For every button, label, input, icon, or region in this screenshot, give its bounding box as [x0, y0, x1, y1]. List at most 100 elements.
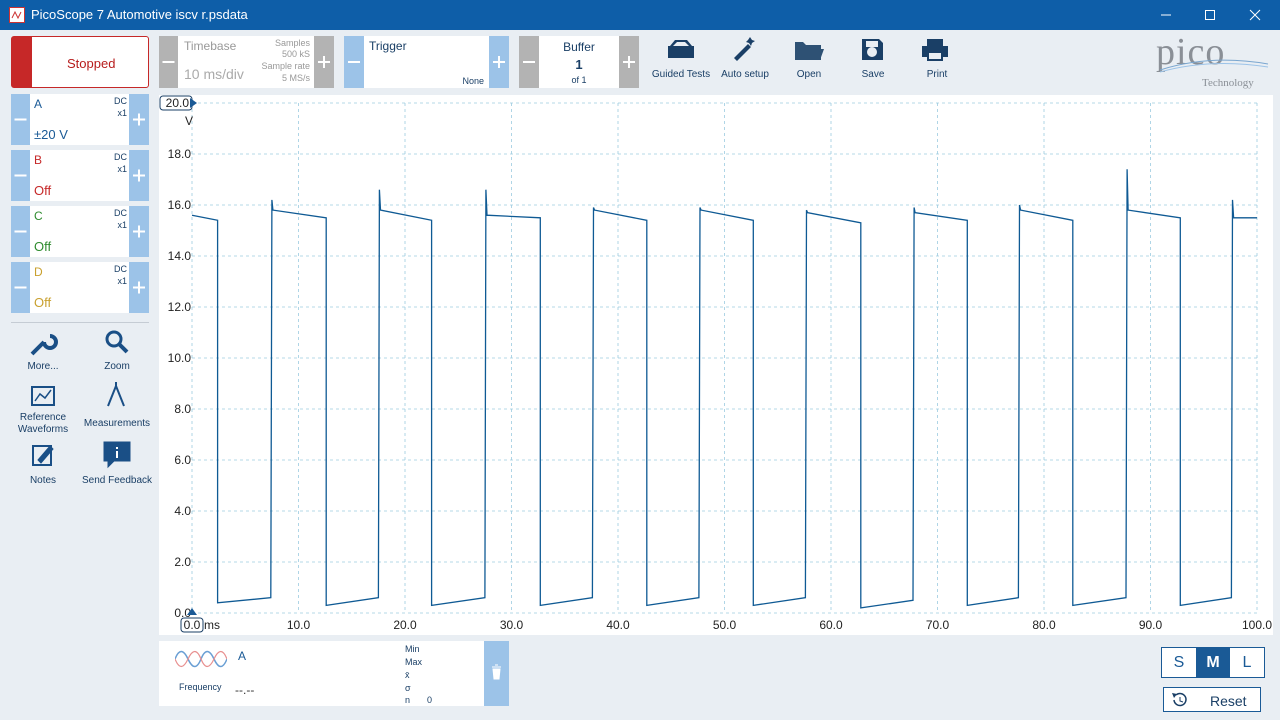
size-button[interactable]: S — [1173, 654, 1185, 671]
meas-value: --.-- — [235, 683, 255, 697]
channel-minus[interactable] — [11, 206, 30, 257]
y-tick-label: 0.0 — [174, 606, 191, 620]
x-min-box — [180, 617, 204, 633]
run-strip — [12, 37, 32, 87]
button-glyph — [14, 174, 27, 177]
channel-coupling: DC — [114, 152, 127, 162]
toolbar-button[interactable]: Save — [861, 69, 885, 80]
button-glyph — [133, 281, 145, 294]
window-title: PicoScope 7 Automotive iscv r.psdata — [31, 7, 248, 22]
channel-range: ±20 V — [34, 127, 68, 142]
separator — [11, 322, 149, 323]
delete-measurement[interactable] — [484, 641, 509, 706]
button-glyph — [623, 56, 635, 68]
scope-view: 0.0 2.0 4.0 6.0 8.0 10.0 12.0 14.0 16.0 18.0 20.0 0… — [159, 95, 1273, 635]
button-glyph — [523, 61, 535, 63]
tool-button[interactable]: Zoom — [104, 361, 130, 372]
buffer-plus[interactable] — [619, 36, 639, 88]
run-state: Stopped — [67, 56, 116, 71]
timebase-plus[interactable] — [314, 36, 334, 88]
channel-plus[interactable] — [129, 206, 149, 257]
button-glyph — [348, 61, 360, 63]
channel-card[interactable]: D DC x1 Off — [11, 262, 149, 313]
tool-button[interactable]: Notes — [29, 475, 57, 486]
tool-icons — [30, 330, 131, 469]
button-glyph — [133, 225, 145, 238]
channel-card[interactable]: C DC x1 Off — [11, 206, 149, 257]
channel-minus[interactable] — [11, 262, 30, 313]
x-tick-label: 60.0 — [819, 618, 843, 632]
channel-card[interactable]: B DC x1 Off — [11, 150, 149, 201]
button-glyph — [14, 230, 27, 233]
y-tick-label: 12.0 — [168, 300, 192, 314]
channel-card[interactable]: A DC x1 ±20 V — [11, 94, 149, 145]
button-glyph — [14, 286, 27, 289]
tool-button[interactable]: More... — [27, 361, 59, 372]
plot-background — [159, 95, 1273, 635]
stat-n: 0 — [427, 695, 433, 705]
x-tick-label: 50.0 — [713, 618, 737, 632]
channel-minus[interactable] — [11, 94, 30, 145]
reset-label: Reset — [1210, 693, 1247, 709]
channel-name: B — [34, 153, 43, 167]
run-button[interactable]: Stopped — [11, 36, 149, 88]
channel-probe: x1 — [117, 108, 127, 118]
toolbar-button[interactable]: Auto setup — [721, 69, 769, 80]
reset-icon — [1172, 692, 1187, 707]
tool-button[interactable]: Measurements — [83, 418, 151, 429]
channel-plus[interactable] — [129, 262, 149, 313]
x-tick-label: 100.0 — [1242, 618, 1272, 632]
y-tick-label: 14.0 — [168, 249, 192, 263]
trigger-plus[interactable] — [489, 36, 509, 88]
channel-range: Off — [34, 183, 52, 198]
x-unit: ms — [204, 618, 220, 632]
reset-button[interactable]: Reset — [1163, 687, 1261, 712]
app-icon — [9, 7, 25, 23]
tool-button[interactable]: Reference Waveforms — [17, 412, 69, 435]
channel-minus[interactable] — [11, 150, 30, 201]
tool-button[interactable]: Send Feedback — [81, 475, 153, 486]
meas-name: Frequency — [179, 682, 222, 692]
channel-name: C — [34, 209, 43, 223]
buffer-of: of 1 — [571, 75, 587, 85]
channel-plus[interactable] — [129, 94, 149, 145]
channel-plus[interactable] — [129, 150, 149, 201]
rate-label: Sample rate — [261, 61, 310, 71]
x-tick-label: 80.0 — [1032, 618, 1056, 632]
trash-icon — [492, 664, 501, 680]
y-tick-label: 2.0 — [174, 555, 191, 569]
x-tick-label: 0.0 — [184, 618, 201, 632]
size-button[interactable]: L — [1242, 654, 1252, 671]
toolbar-button[interactable]: Guided Tests — [651, 69, 711, 80]
channel-name: A — [34, 97, 43, 111]
y-unit: V — [185, 114, 193, 128]
y-tick-label: 16.0 — [168, 198, 192, 212]
channel-list: A DC x1 ±20 V B DC x1 Off C DC x1 Off D … — [11, 94, 149, 314]
title-bar: PicoScope 7 Automotive iscv r.psdata — [0, 0, 1280, 30]
button-glyph — [162, 61, 175, 63]
trigger-mode: None — [462, 76, 484, 86]
size-button[interactable]: M — [1196, 648, 1230, 677]
measurement-panel: A Frequency --.-- Min Max x̄ σ n 0 — [159, 641, 509, 706]
buffer-minus[interactable] — [519, 36, 539, 88]
channel-name: D — [34, 265, 43, 279]
x-tick-label: 10.0 — [287, 618, 311, 632]
timebase-value: 10 ms/div — [184, 66, 244, 82]
trigger-minus[interactable] — [344, 36, 364, 88]
button-glyph — [318, 56, 330, 68]
timebase-minus[interactable] — [159, 36, 178, 88]
toolbar-button[interactable]: Print — [926, 69, 948, 80]
y-tick-label: 10.0 — [168, 351, 192, 365]
channel-coupling: DC — [114, 208, 127, 218]
x-tick-label: 70.0 — [926, 618, 950, 632]
x-tick-label: 20.0 — [393, 618, 417, 632]
toolbar-button[interactable]: Open — [796, 69, 822, 80]
button-glyph — [14, 118, 27, 121]
axis-marker — [190, 98, 197, 108]
stat-label: Min — [405, 644, 420, 654]
channel-coupling: DC — [114, 96, 127, 106]
buffer-value: 1 — [575, 57, 583, 72]
rate: 5 MS/s — [281, 73, 310, 83]
window-controls[interactable] — [1150, 0, 1280, 30]
